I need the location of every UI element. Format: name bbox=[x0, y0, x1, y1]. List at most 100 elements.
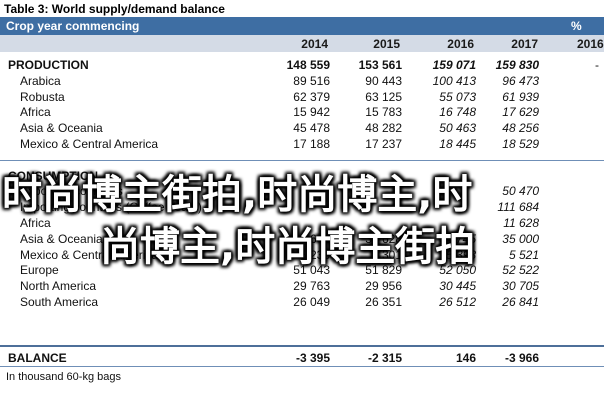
row-value: 62 379 bbox=[293, 90, 330, 104]
row-value: 17 629 bbox=[502, 105, 539, 119]
watermark-text-line-1: 时尚博主街拍,时尚博主,时 bbox=[2, 172, 473, 218]
table-row: Africa 11 628 bbox=[0, 215, 604, 231]
row-value: 89 516 bbox=[293, 74, 330, 88]
year-header: 2014 bbox=[301, 37, 328, 51]
row-value: -3 966 bbox=[504, 351, 539, 365]
row-label: Mexico & Central America bbox=[20, 137, 159, 151]
table-header-years: 2014 2015 2016 2017 2016 bbox=[0, 35, 604, 52]
row-value: 63 125 bbox=[365, 90, 402, 104]
table-row: CONSUMPTION bbox=[0, 168, 604, 184]
table-row: Asia & Oceania 32 641 33 628 34 745 35 000 bbox=[0, 231, 604, 247]
row-label: PRODUCTION bbox=[8, 58, 89, 72]
row-value: 50 470 bbox=[502, 184, 539, 198]
footer-separator bbox=[0, 366, 604, 367]
row-label: North America bbox=[20, 279, 97, 293]
row-value: 52 522 bbox=[502, 263, 539, 277]
row-value: 15 942 bbox=[293, 105, 330, 119]
row-value: 18 529 bbox=[502, 137, 539, 151]
header-label: Crop year commencing bbox=[6, 19, 140, 33]
table-row: Europe 51 043 51 829 52 050 52 522 bbox=[0, 262, 604, 278]
row-value: 50 463 bbox=[439, 121, 476, 135]
row-value: 5 301 bbox=[371, 248, 402, 262]
row-value: 48 256 bbox=[502, 121, 539, 135]
row-value: 26 049 bbox=[293, 295, 330, 309]
footer-note: In thousand 60-kg bags bbox=[6, 371, 121, 383]
row-label: Africa bbox=[20, 216, 51, 230]
table-row: PRODUCTION 148 559 153 561 159 071 159 830 - bbox=[0, 57, 604, 73]
section-separator bbox=[0, 160, 604, 161]
row-label: Exporting countries bbox=[20, 184, 123, 198]
row-value: -2 315 bbox=[367, 351, 402, 365]
table-row: Importing countries (Coffee Years) 111 68… bbox=[0, 199, 604, 215]
watermark-text-line-2: 尚博主,时尚博主街拍 bbox=[100, 224, 476, 270]
table-row: Exporting countries 50 470 bbox=[0, 183, 604, 199]
year-header: 2016 bbox=[447, 37, 474, 51]
row-value: 17 237 bbox=[365, 137, 402, 151]
table-row: South America 26 049 26 351 26 512 26 841 bbox=[0, 294, 604, 310]
table-row: Arabica 89 516 90 443 100 413 96 473 bbox=[0, 73, 604, 89]
row-label: Asia & Oceania bbox=[20, 121, 103, 135]
row-value: 146 bbox=[455, 351, 476, 365]
table-title: Table 3: World supply/demand balance bbox=[4, 2, 225, 16]
row-side-value: - bbox=[595, 58, 599, 72]
row-label: Asia & Oceania bbox=[20, 232, 103, 246]
year-header: 2017 bbox=[511, 37, 538, 51]
row-value: 34 745 bbox=[439, 232, 476, 246]
row-label: Africa bbox=[20, 105, 51, 119]
row-value: 51 043 bbox=[293, 263, 330, 277]
row-value: 51 829 bbox=[365, 263, 402, 277]
row-value: 29 763 bbox=[293, 279, 330, 293]
row-label: Europe bbox=[20, 263, 59, 277]
row-value: 55 073 bbox=[439, 90, 476, 104]
row-value: 5 236 bbox=[299, 248, 330, 262]
row-value: 48 282 bbox=[365, 121, 402, 135]
row-value: 30 705 bbox=[502, 279, 539, 293]
table-row: Mexico & Central America 17 188 17 237 18 4… bbox=[0, 136, 604, 152]
row-value: 29 956 bbox=[365, 279, 402, 293]
row-value: 26 351 bbox=[365, 295, 402, 309]
row-value: 18 445 bbox=[439, 137, 476, 151]
row-value: 26 841 bbox=[502, 295, 539, 309]
row-value: 26 512 bbox=[439, 295, 476, 309]
row-label: CONSUMPTION bbox=[8, 169, 98, 183]
table-row: North America 29 763 29 956 30 445 30 705 bbox=[0, 278, 604, 294]
row-value: 153 561 bbox=[358, 58, 402, 72]
row-value: 5 521 bbox=[508, 248, 539, 262]
row-label: Mexico & Central America bbox=[20, 248, 159, 262]
row-value: 100 413 bbox=[432, 74, 476, 88]
row-value: 61 939 bbox=[502, 90, 539, 104]
row-value: 17 188 bbox=[293, 137, 330, 151]
balance-row: BALANCE -3 395 -2 315 146 -3 966 bbox=[0, 350, 604, 366]
row-value: 45 478 bbox=[293, 121, 330, 135]
row-value: 90 443 bbox=[365, 74, 402, 88]
row-value: 159 830 bbox=[495, 58, 539, 72]
table-title-bar: Table 3: World supply/demand balance bbox=[0, 0, 604, 18]
row-value: -3 395 bbox=[295, 351, 330, 365]
row-value: 5 393 bbox=[445, 248, 476, 262]
row-label: South America bbox=[20, 295, 99, 309]
row-label: BALANCE bbox=[8, 351, 67, 365]
row-value: 111 684 bbox=[497, 200, 539, 214]
row-value: 30 445 bbox=[439, 279, 476, 293]
table-row: Asia & Oceania 45 478 48 282 50 463 48 256 bbox=[0, 120, 604, 136]
table-row: Mexico & Central America 5 236 5 301 5 393 5… bbox=[0, 247, 604, 263]
row-label: Importing countries (Coffee Years) bbox=[20, 200, 202, 214]
table-row: Robusta 62 379 63 125 55 073 61 939 bbox=[0, 89, 604, 105]
row-value: 11 628 bbox=[503, 216, 539, 230]
row-label: Arabica bbox=[20, 74, 61, 88]
balance-separator bbox=[0, 345, 604, 347]
row-value: 96 473 bbox=[502, 74, 539, 88]
table-footer: In thousand 60-kg bags bbox=[0, 368, 604, 406]
row-label: Robusta bbox=[20, 90, 65, 104]
row-value: 148 559 bbox=[286, 58, 330, 72]
row-value: 35 000 bbox=[502, 232, 539, 246]
year-header-side: 2016 bbox=[577, 37, 604, 51]
row-value: 52 050 bbox=[439, 263, 476, 277]
year-header: 2015 bbox=[373, 37, 400, 51]
table-row: Africa 15 942 15 783 16 748 17 629 bbox=[0, 104, 604, 120]
row-value: 15 783 bbox=[365, 105, 402, 119]
row-value: 32 641 bbox=[293, 232, 330, 246]
table-header-primary: Crop year commencing % cha bbox=[0, 17, 604, 47]
row-value: 33 628 bbox=[365, 232, 402, 246]
row-value: 159 071 bbox=[432, 58, 476, 72]
